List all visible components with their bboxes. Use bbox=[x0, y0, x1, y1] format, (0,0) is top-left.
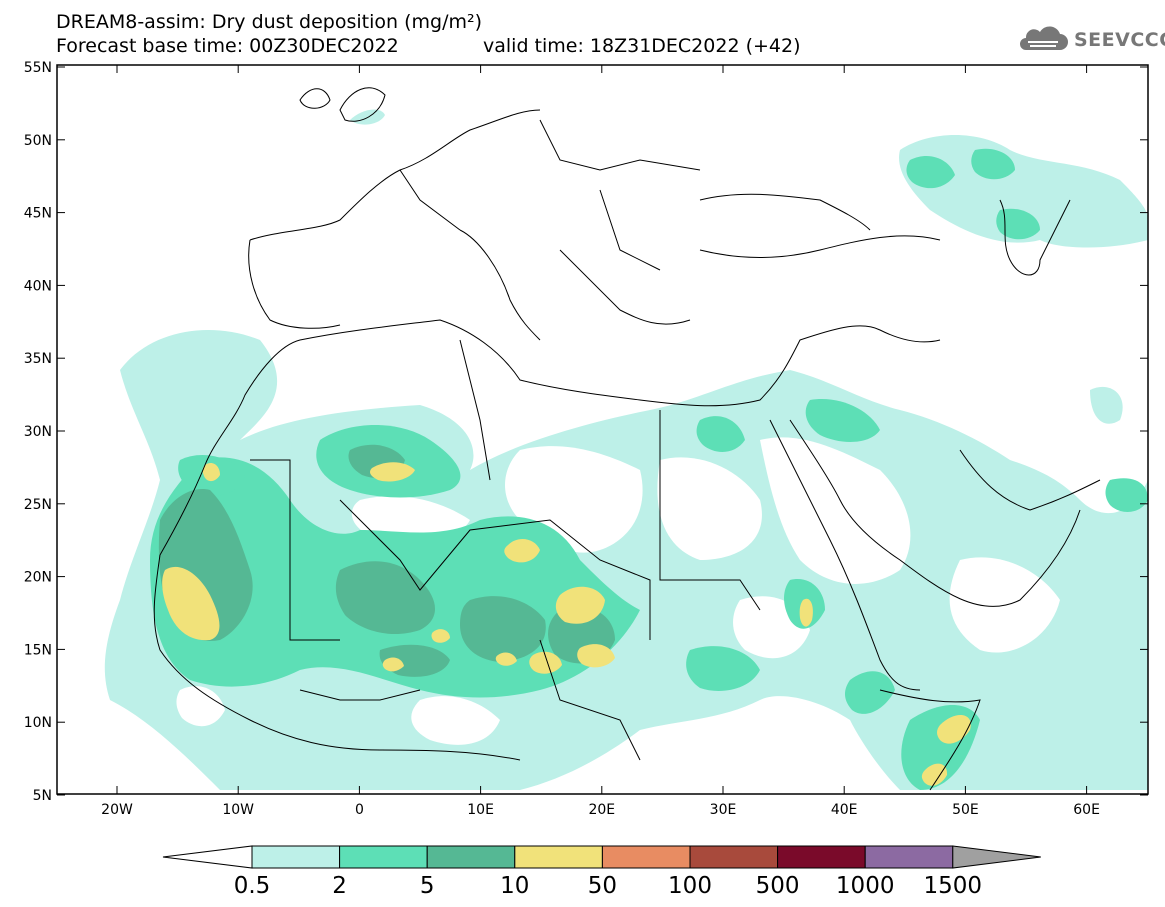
colorbar-segment bbox=[864, 845, 954, 869]
lat-label: 20N bbox=[24, 570, 52, 586]
lat-label: 15N bbox=[24, 642, 52, 658]
seevccc-logo: SEEVCCC bbox=[1018, 26, 1165, 54]
colorbar-segment bbox=[339, 845, 428, 869]
cloud-icon bbox=[1020, 26, 1068, 50]
deposition-10-50 bbox=[162, 462, 971, 786]
colorbar-label: 100 bbox=[668, 873, 712, 899]
colorbar-label: 2 bbox=[332, 873, 347, 899]
colorbar-upper-extension bbox=[952, 845, 1041, 869]
colorbar-label: 0.5 bbox=[234, 873, 271, 899]
colorbar-label: 500 bbox=[756, 873, 800, 899]
colorbar-label: 5 bbox=[420, 873, 435, 899]
colorbar-label: 50 bbox=[588, 873, 617, 899]
lat-label: 35N bbox=[24, 351, 52, 367]
colorbar-label: 1500 bbox=[924, 873, 983, 899]
latitude-axis: 55N 50N 45N 40N 35N 30N 25N 20N 15N 10N 5N bbox=[24, 60, 1148, 804]
logo-text: SEEVCCC bbox=[1074, 29, 1165, 51]
longitude-axis: 20W 10W 0 10E 20E 30E 40E 50E 60E bbox=[101, 65, 1100, 818]
colorbar-segment bbox=[514, 845, 603, 869]
lon-label: 10E bbox=[467, 802, 494, 818]
lat-label: 50N bbox=[24, 133, 52, 149]
lat-label: 30N bbox=[24, 424, 52, 440]
lon-label: 40E bbox=[831, 802, 858, 818]
colorbar-segment bbox=[689, 845, 779, 869]
lon-label: 20W bbox=[101, 802, 133, 818]
colorbar-lower-extension bbox=[162, 845, 253, 869]
lat-label: 40N bbox=[24, 278, 52, 294]
coastlines bbox=[153, 87, 1101, 791]
lat-label: 25N bbox=[24, 497, 52, 513]
lat-label: 45N bbox=[24, 206, 52, 222]
lat-label: 5N bbox=[33, 788, 52, 804]
lon-label: 30E bbox=[710, 802, 737, 818]
lon-label: 20E bbox=[588, 802, 615, 818]
colorbar-label: 1000 bbox=[836, 873, 895, 899]
map-frame bbox=[56, 64, 1149, 795]
forecast-base-time: Forecast base time: 00Z30DEC2022 bbox=[56, 35, 399, 57]
colorbar-segment bbox=[601, 845, 691, 869]
lon-label: 0 bbox=[355, 802, 364, 818]
colorbar-label: 10 bbox=[500, 873, 529, 899]
dust-deposition-field bbox=[104, 109, 1148, 790]
lon-label: 60E bbox=[1073, 802, 1100, 818]
map-title: DREAM8-assim: Dry dust deposition (mg/m²… bbox=[56, 11, 483, 33]
lon-label: 10W bbox=[222, 802, 254, 818]
colorbar: 0.5 2 5 10 50 100 500 1000 1500 bbox=[162, 845, 1041, 899]
lat-label: 10N bbox=[24, 715, 52, 731]
colorbar-segment bbox=[777, 845, 866, 869]
lat-label: 55N bbox=[24, 60, 52, 76]
colorbar-segment bbox=[426, 845, 516, 869]
colorbar-segment bbox=[251, 845, 341, 869]
valid-time: valid time: 18Z31DEC2022 (+42) bbox=[483, 35, 801, 57]
lon-label: 50E bbox=[952, 802, 979, 818]
